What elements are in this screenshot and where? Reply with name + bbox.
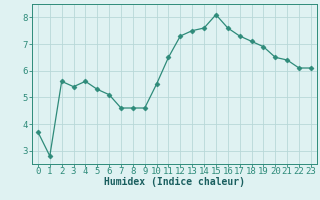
X-axis label: Humidex (Indice chaleur): Humidex (Indice chaleur) <box>104 177 245 187</box>
